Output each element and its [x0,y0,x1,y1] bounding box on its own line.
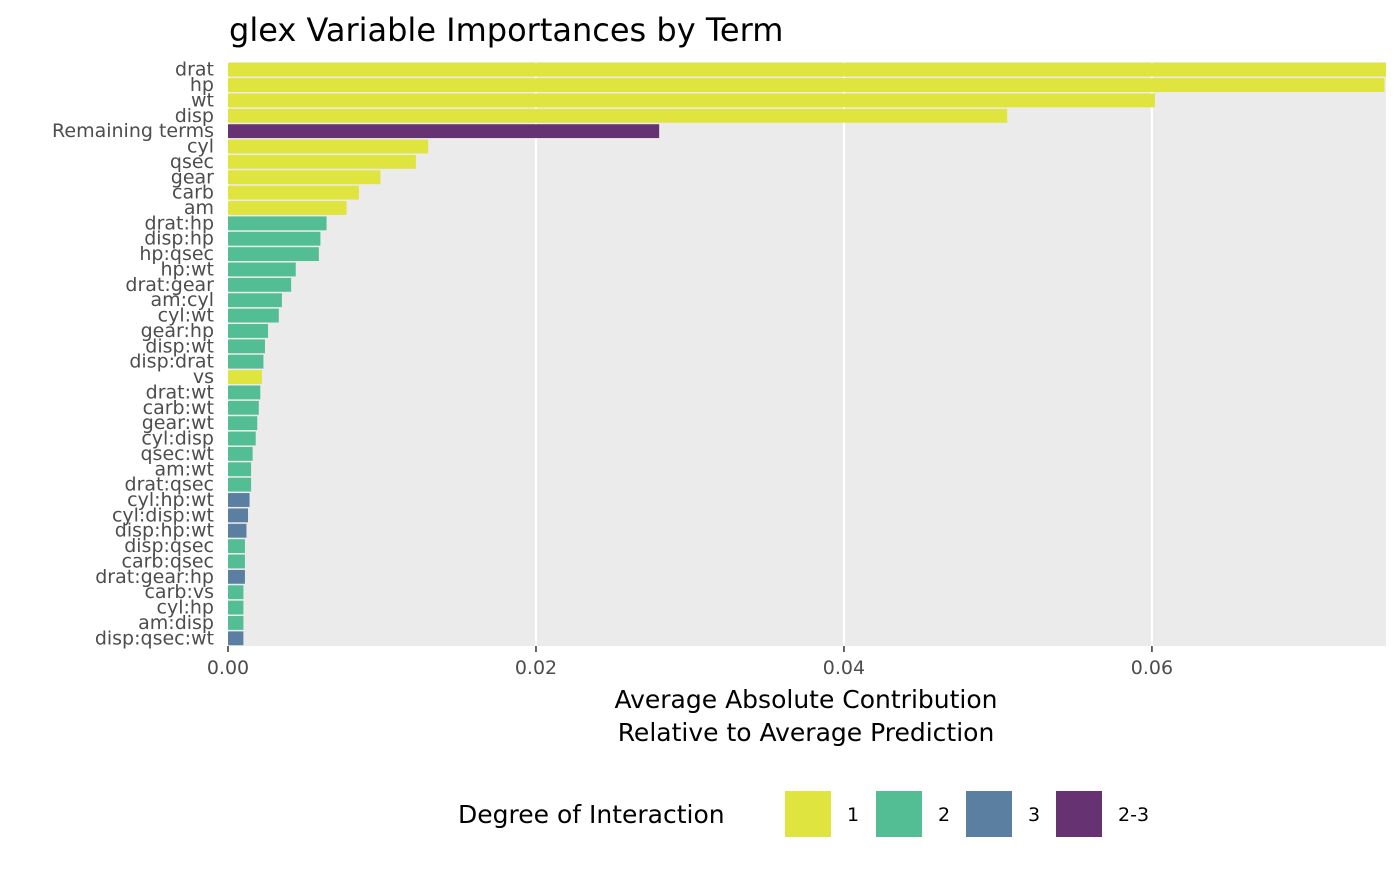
bar-remaining-terms [228,124,660,139]
bar-carb-qsec [228,554,245,569]
y-tick-label: carb:vs [144,581,214,603]
y-tick-label: am:wt [154,458,214,480]
plot-panel [228,62,1386,646]
bar-am-disp [228,616,244,630]
y-tick-label: drat:gear:hp [95,566,214,588]
bar-gear-hp [228,324,269,338]
y-tick-label: carb:wt [143,397,214,419]
y-tick-label: vs [193,366,214,388]
legend-label: 1 [847,804,859,826]
bar-qsec [228,154,416,169]
y-tick-label: disp:qsec [124,535,214,557]
legend-key-1 [785,791,831,837]
y-tick-label: drat [175,59,214,81]
bar-cyl-disp [228,431,256,446]
bar-gear [228,170,381,185]
legend-title: Degree of Interaction [458,800,725,829]
y-tick-label: cyl [187,136,214,158]
legend-label: 3 [1028,804,1040,826]
y-tick-label: disp [175,105,214,127]
y-tick-label: wt [191,89,214,111]
bar-hp-qsec [228,247,319,262]
bar-disp-hp [228,231,321,246]
y-tick-label: disp:qsec:wt [95,627,214,649]
x-tick-label: 0.02 [515,657,557,679]
y-tick-label: am [184,197,214,219]
y-tick-label: am:disp [138,612,214,634]
x-axis-label-line-1: Average Absolute Contribution [614,685,997,714]
bar-drat-wt [228,385,261,400]
x-tick-labels: 0.00 0.02 0.04 0.06 [207,646,1173,679]
bar-cyl-disp-wt [228,508,249,523]
bar-cyl-hp-wt [228,493,250,507]
y-tick-label: drat:hp [145,212,214,234]
bar-disp-wt [228,339,265,354]
y-tick-label: cyl:hp [157,597,214,619]
bar-qsec-wt [228,446,253,461]
y-tick-label: cyl:hp:wt [127,489,214,511]
bar-am [228,201,347,215]
bar-cyl [228,139,429,154]
y-tick-label: disp:hp:wt [115,520,214,542]
bar-disp [228,108,1008,123]
bar-drat-qsec [228,477,252,492]
bar-cyl-hp [228,600,244,615]
bar-drat-hp [228,216,327,231]
legend-key-2-3 [1056,791,1102,837]
bar-disp-hp-wt [228,523,247,538]
bar-drat-gear-hp [228,569,245,584]
bar-hp [228,78,1385,92]
y-tick-label: disp:hp [144,228,214,250]
bar-drat [228,62,1386,77]
y-tick-label: hp:qsec [139,243,214,265]
y-tick-label: hp [190,74,214,96]
y-tick-label: gear [171,166,214,188]
legend-label: 2-3 [1118,804,1149,826]
y-tick-label: hp:wt [161,258,215,280]
bar-gear-wt [228,416,258,431]
x-tick-label: 0.06 [1131,657,1173,679]
bar-disp-drat [228,354,264,369]
bar-carb-vs [228,585,244,600]
y-tick-label: cyl:disp [141,428,214,450]
y-tick-label: gear:wt [142,412,214,434]
legend-key-3 [966,791,1012,837]
x-tick-label: 0.00 [207,657,249,679]
y-tick-label: carb [172,182,214,204]
bar-wt [228,93,1156,108]
y-tick-label: qsec [170,151,214,173]
chart-title: glex Variable Importances by Term [229,11,783,49]
y-tick-label: gear:hp [141,320,214,342]
legend: Degree of Interaction 1 2 3 2-3 [458,791,1149,837]
y-tick-label: am:cyl [150,289,214,311]
y-tick-label: drat:wt [146,381,214,403]
y-tick-label: cyl:disp:wt [112,504,214,526]
bar-am-cyl [228,293,282,308]
y-tick-label: qsec:wt [141,443,215,465]
legend-label: 2 [938,804,950,826]
y-tick-label: carb:qsec [122,550,214,572]
bar-disp-qsec [228,539,245,554]
y-tick-label: drat:gear [125,274,214,296]
y-tick-label: cyl:wt [158,305,214,327]
x-tick-label: 0.04 [823,657,865,679]
x-axis-label-line-2: Relative to Average Prediction [618,718,995,747]
bar-am-wt [228,462,252,477]
bar-carb [228,185,359,200]
bars [228,62,1386,646]
bar-cyl-wt [228,308,279,323]
y-tick-label: drat:qsec [125,474,214,496]
bar-vs [228,370,262,384]
legend-key-2 [876,791,922,837]
bar-hp-wt [228,262,296,277]
y-tick-label: disp:wt [145,335,214,357]
y-tick-label: disp:drat [129,351,214,373]
bar-drat-gear [228,277,292,292]
bar-carb-wt [228,400,259,415]
bar-disp-qsec-wt [228,631,244,646]
y-tick-label: Remaining terms [52,120,214,142]
